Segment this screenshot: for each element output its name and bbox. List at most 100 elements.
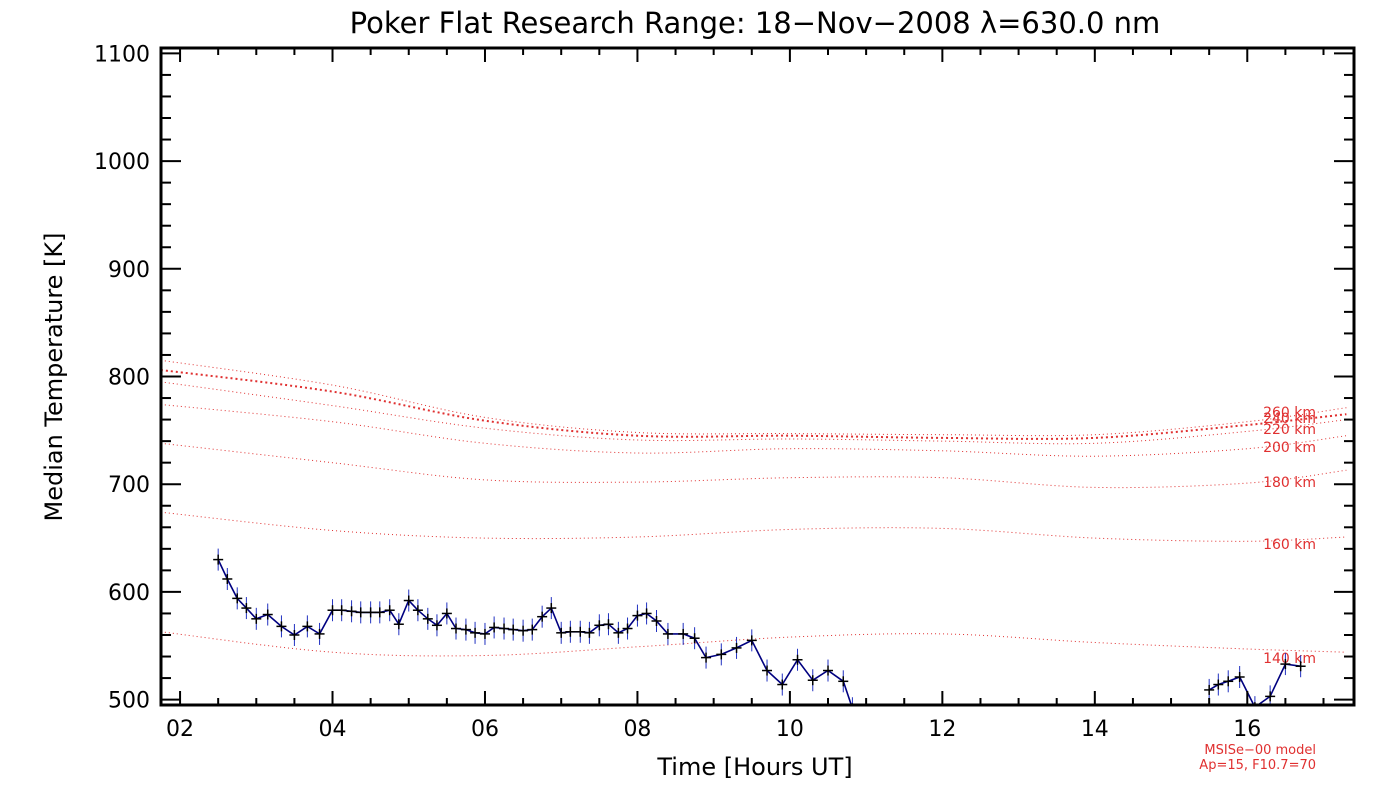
data-point bbox=[1223, 676, 1234, 687]
data-point bbox=[594, 620, 605, 631]
data-point bbox=[470, 627, 481, 638]
y-tick-label: 900 bbox=[108, 258, 150, 283]
data-point bbox=[262, 609, 273, 620]
data-point bbox=[537, 611, 548, 622]
data-point bbox=[556, 627, 567, 638]
x-tick-label: 04 bbox=[319, 717, 347, 742]
data-point bbox=[232, 593, 243, 604]
data-point bbox=[431, 620, 442, 631]
data-point bbox=[792, 654, 803, 665]
model-note-line1: MSISe−00 model bbox=[1204, 743, 1316, 758]
data-point bbox=[518, 625, 529, 636]
y-axis-label: Median Temperature [K] bbox=[40, 232, 68, 521]
data-point bbox=[731, 642, 742, 653]
data-point bbox=[603, 619, 614, 630]
y-axis-ticks: 500 600 700 800 900 1000 1100 bbox=[94, 42, 1354, 714]
data-point bbox=[289, 629, 300, 640]
data-point bbox=[213, 554, 224, 565]
data-point bbox=[251, 613, 262, 624]
data-point bbox=[302, 621, 313, 632]
data-point bbox=[451, 623, 462, 634]
data-point bbox=[508, 624, 519, 635]
y-tick-label: 1100 bbox=[94, 42, 150, 67]
measurement-series bbox=[213, 548, 1306, 705]
y-tick-label: 800 bbox=[108, 366, 150, 391]
x-tick-label: 08 bbox=[623, 717, 651, 742]
data-point bbox=[678, 628, 689, 639]
data-point bbox=[355, 607, 366, 618]
model-curve-260-km bbox=[161, 359, 1347, 437]
model-curves bbox=[161, 359, 1347, 657]
data-point bbox=[641, 608, 652, 619]
model-label: 260 km bbox=[1263, 405, 1316, 421]
data-point bbox=[584, 627, 595, 638]
data-point bbox=[762, 665, 773, 676]
data-point bbox=[527, 624, 538, 635]
data-point bbox=[838, 676, 849, 687]
data-point bbox=[746, 635, 757, 646]
data-point bbox=[701, 652, 712, 663]
model-label: 180 km bbox=[1263, 475, 1316, 491]
data-point bbox=[613, 627, 624, 638]
x-axis-label: Time [Hours UT] bbox=[656, 753, 852, 781]
x-tick-label: 16 bbox=[1233, 717, 1261, 742]
data-point bbox=[222, 573, 233, 584]
data-point bbox=[777, 679, 788, 690]
data-point bbox=[314, 628, 325, 639]
data-point bbox=[327, 605, 338, 616]
data-point bbox=[499, 623, 510, 634]
data-point bbox=[1265, 691, 1276, 702]
x-tick-label: 10 bbox=[776, 717, 804, 742]
model-curve-240-km bbox=[161, 369, 1347, 440]
data-point bbox=[823, 665, 834, 676]
data-point bbox=[689, 633, 700, 644]
model-label: 200 km bbox=[1263, 440, 1316, 456]
data-point bbox=[365, 607, 376, 618]
x-tick-label: 12 bbox=[928, 717, 956, 742]
data-point bbox=[575, 626, 586, 637]
data-point bbox=[622, 623, 633, 634]
model-label: 140 km bbox=[1263, 651, 1316, 667]
x-tick-label: 14 bbox=[1081, 717, 1109, 742]
x-tick-label: 02 bbox=[166, 717, 194, 742]
data-point bbox=[441, 608, 452, 619]
data-point bbox=[632, 610, 643, 621]
data-point bbox=[489, 622, 500, 633]
data-point bbox=[403, 595, 414, 606]
x-tick-label: 06 bbox=[471, 717, 499, 742]
data-point bbox=[1234, 671, 1245, 682]
data-point bbox=[374, 607, 385, 618]
data-point bbox=[651, 615, 662, 626]
data-point bbox=[1295, 661, 1306, 672]
y-tick-label: 1000 bbox=[94, 150, 150, 175]
data-point bbox=[807, 675, 818, 686]
data-point bbox=[546, 603, 557, 614]
data-point bbox=[460, 624, 471, 635]
data-point bbox=[479, 628, 490, 639]
data-point bbox=[346, 606, 357, 617]
model-label: 240 km bbox=[1263, 411, 1316, 427]
data-point bbox=[422, 613, 433, 624]
data-point bbox=[716, 649, 727, 660]
data-point bbox=[276, 621, 287, 632]
data-point bbox=[393, 619, 404, 630]
chart-title: Poker Flat Research Range: 18−Nov−2008 λ… bbox=[350, 6, 1161, 40]
model-label: 220 km bbox=[1263, 422, 1316, 438]
data-point bbox=[1213, 679, 1224, 690]
data-point bbox=[412, 605, 423, 616]
model-curve-160-km bbox=[161, 511, 1347, 542]
data-point bbox=[1280, 659, 1291, 670]
data-point bbox=[241, 603, 252, 614]
x-axis-ticks: 02 04 06 08 10 12 14 16 bbox=[166, 48, 1325, 742]
model-curve-220-km bbox=[161, 381, 1347, 445]
y-tick-label: 600 bbox=[108, 581, 150, 606]
y-tick-label: 700 bbox=[108, 473, 150, 498]
model-curve-200-km bbox=[161, 404, 1347, 457]
data-point bbox=[1204, 684, 1215, 695]
data-point bbox=[336, 605, 347, 616]
data-point bbox=[384, 605, 395, 616]
model-label: 160 km bbox=[1263, 537, 1316, 553]
